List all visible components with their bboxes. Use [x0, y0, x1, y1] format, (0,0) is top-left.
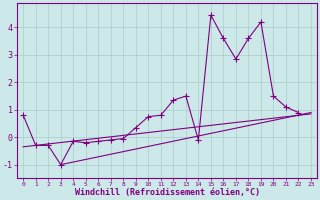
- X-axis label: Windchill (Refroidissement éolien,°C): Windchill (Refroidissement éolien,°C): [75, 188, 260, 197]
